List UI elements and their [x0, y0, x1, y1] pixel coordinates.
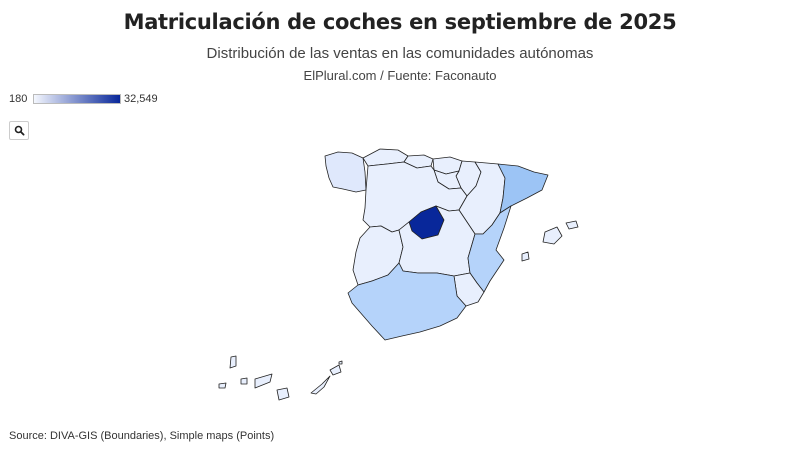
- region-andalucia[interactable]: [347, 262, 467, 341]
- region-canarias-fuerteventura[interactable]: [310, 375, 331, 395]
- region-cataluna[interactable]: [497, 163, 549, 214]
- region-canarias-lapalma[interactable]: [229, 355, 237, 369]
- region-baleares-ibiza[interactable]: [521, 251, 530, 262]
- region-canarias-tenerife[interactable]: [254, 373, 273, 389]
- search-button[interactable]: [9, 121, 29, 140]
- legend-gradient-bar: [33, 94, 121, 104]
- map-title: Matriculación de coches en septiembre de…: [123, 10, 677, 34]
- region-canarias-grancanaria[interactable]: [276, 387, 290, 401]
- region-canarias-lanzarote[interactable]: [329, 364, 342, 376]
- region-canarias-islet[interactable]: [338, 360, 343, 365]
- region-baleares-menorca[interactable]: [565, 220, 579, 230]
- region-canarias-hierro[interactable]: [218, 382, 227, 389]
- magnifier-icon: [14, 125, 25, 136]
- source-note: Source: DIVA-GIS (Boundaries), Simple ma…: [9, 430, 275, 442]
- region-valenciana[interactable]: [467, 205, 512, 293]
- map-subtitle: Distribución de las ventas en las comuni…: [206, 45, 594, 62]
- region-baleares-mallorca[interactable]: [542, 226, 563, 245]
- legend-min-label: 180: [9, 93, 28, 105]
- region-canarias-gomera[interactable]: [240, 377, 248, 385]
- region-galicia[interactable]: [324, 151, 367, 193]
- map-byline: ElPlural.com / Fuente: Faconauto: [303, 68, 497, 83]
- legend-max-label: 32,549: [124, 93, 158, 105]
